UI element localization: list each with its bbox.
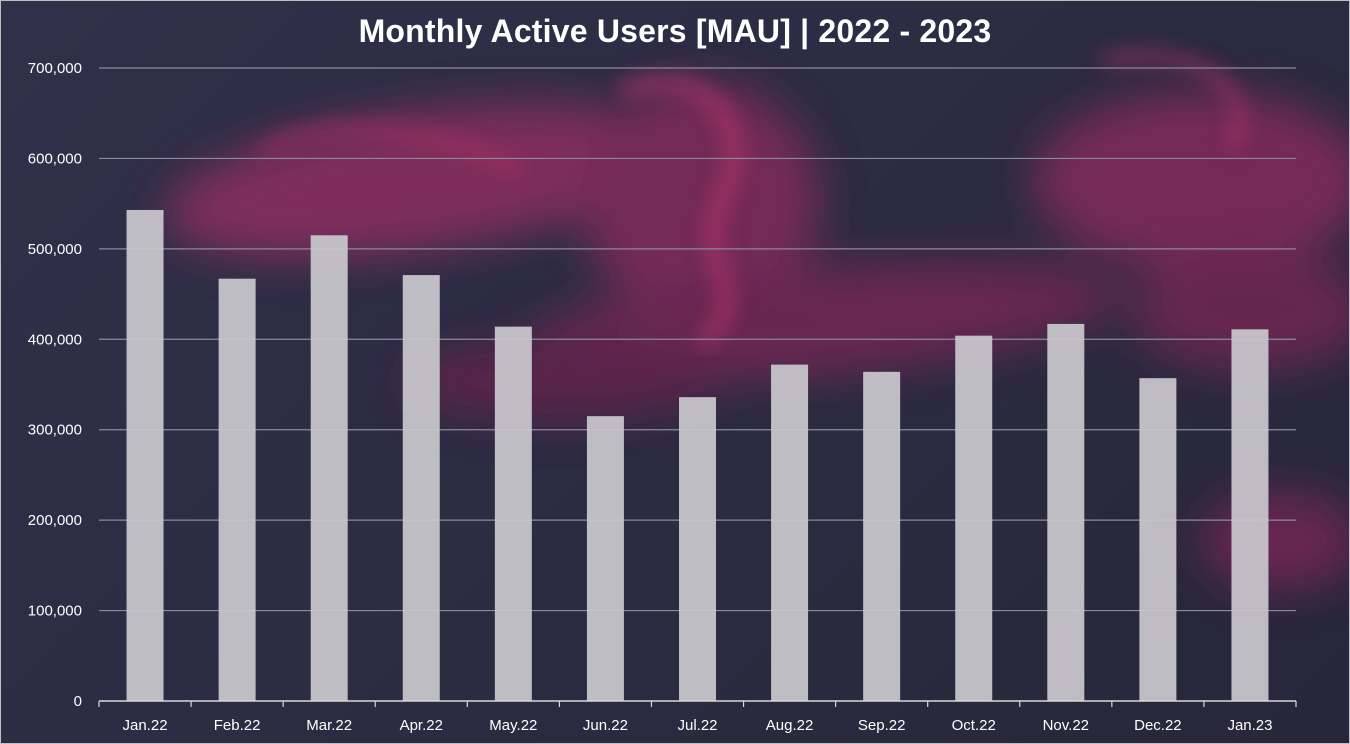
bar-may-22[interactable]: [494, 326, 532, 701]
bar-series: [126, 209, 1269, 702]
x-tick-label: Sep.22: [858, 717, 906, 734]
bar-aug-22[interactable]: [771, 364, 809, 701]
bar-oct-22[interactable]: [955, 335, 993, 701]
bar-sep-22[interactable]: [863, 371, 901, 701]
x-tick-label: Jan.22: [123, 717, 168, 734]
x-tick-label: Feb.22: [214, 717, 261, 734]
y-tick-label: 400,000: [28, 331, 82, 348]
x-tick-label: Jun.22: [583, 717, 628, 734]
y-axis-tick-labels: 0 100,000 200,000 300,000 400,000 500,000 600,…: [28, 60, 82, 710]
bar-jan-22[interactable]: [126, 209, 164, 702]
bar-jul-22[interactable]: [679, 397, 716, 701]
y-tick-label: 600,000: [28, 150, 82, 167]
y-tick-label: 0: [74, 693, 82, 710]
y-tick-label: 200,000: [28, 512, 82, 529]
bar-jun-22[interactable]: [586, 416, 624, 701]
y-tick-label: 300,000: [28, 422, 82, 439]
y-tick-label: 700,000: [28, 60, 82, 77]
bar-mar-22[interactable]: [310, 235, 348, 702]
x-tick-label: Nov.22: [1043, 717, 1089, 734]
x-tick-label: Jul.22: [677, 717, 717, 734]
x-tick-label: May.22: [489, 717, 537, 734]
x-tick-label: Mar.22: [306, 717, 352, 734]
x-tick-label: Aug.22: [766, 717, 814, 734]
y-tick-label: 100,000: [28, 603, 82, 620]
y-tick-label: 500,000: [28, 241, 82, 258]
x-tick-label: Apr.22: [400, 717, 443, 734]
x-axis-tick-labels: Jan.22 Feb.22 Mar.22 Apr.22 May.22 Jun.22 Jul.…: [123, 717, 1273, 734]
bar-apr-22[interactable]: [402, 275, 440, 701]
bar-nov-22[interactable]: [1047, 323, 1085, 701]
bar-feb-22[interactable]: [218, 278, 256, 701]
x-tick-label: Jan.23: [1227, 717, 1272, 734]
x-tick-label: Oct.22: [952, 717, 996, 734]
chart-title: Monthly Active Users [MAU] | 2022 - 2023: [358, 13, 992, 49]
bar-jan-23[interactable]: [1231, 329, 1269, 701]
x-tick-label: Dec.22: [1134, 717, 1182, 734]
x-axis: [98, 700, 1297, 707]
bar-dec-22[interactable]: [1139, 378, 1177, 701]
